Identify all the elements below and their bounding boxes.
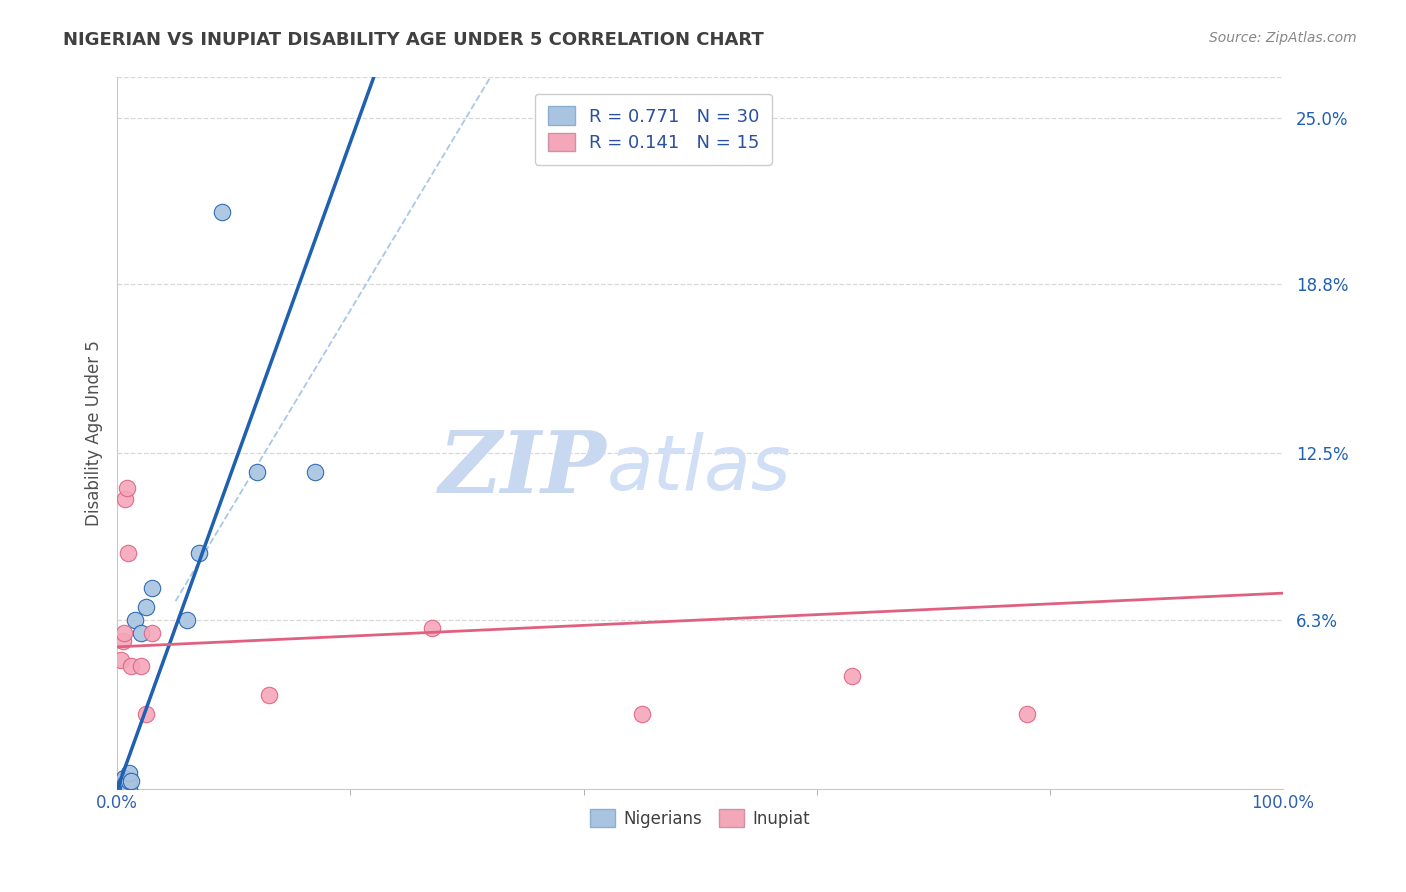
Point — [118, 782, 141, 797]
Point — [110, 782, 132, 797]
Point — [111, 634, 134, 648]
Point — [111, 782, 134, 797]
Point — [117, 777, 139, 791]
Point — [114, 492, 136, 507]
Point — [135, 599, 157, 614]
Point — [114, 777, 136, 791]
Point — [135, 706, 157, 721]
Point — [304, 465, 326, 479]
Point — [115, 782, 138, 797]
Text: ZIP: ZIP — [439, 427, 607, 510]
Point — [129, 626, 152, 640]
Point — [111, 782, 134, 797]
Point — [111, 782, 134, 797]
Point — [841, 669, 863, 683]
Point — [176, 613, 198, 627]
Text: NIGERIAN VS INUPIAT DISABILITY AGE UNDER 5 CORRELATION CHART: NIGERIAN VS INUPIAT DISABILITY AGE UNDER… — [63, 31, 763, 49]
Point — [129, 658, 152, 673]
Point — [110, 782, 132, 797]
Point — [114, 782, 136, 797]
Point — [108, 782, 131, 797]
Legend: Nigerians, Inupiat: Nigerians, Inupiat — [583, 803, 817, 834]
Point — [112, 782, 135, 797]
Point — [111, 777, 134, 791]
Text: Source: ZipAtlas.com: Source: ZipAtlas.com — [1209, 31, 1357, 45]
Y-axis label: Disability Age Under 5: Disability Age Under 5 — [86, 341, 103, 526]
Point — [111, 774, 134, 789]
Point — [117, 782, 139, 797]
Point — [420, 621, 443, 635]
Point — [124, 613, 146, 627]
Point — [120, 658, 142, 673]
Point — [187, 546, 209, 560]
Text: atlas: atlas — [607, 432, 792, 506]
Point — [120, 774, 142, 789]
Point — [211, 204, 233, 219]
Point — [630, 706, 652, 721]
Point — [1015, 706, 1038, 721]
Point — [110, 653, 132, 667]
Point — [141, 581, 163, 595]
Point — [115, 774, 138, 789]
Point — [112, 777, 135, 791]
Point — [112, 772, 135, 786]
Point — [115, 482, 138, 496]
Point — [112, 626, 135, 640]
Point — [118, 766, 141, 780]
Point — [257, 688, 280, 702]
Point — [246, 465, 269, 479]
Point — [118, 774, 141, 789]
Point — [141, 626, 163, 640]
Point — [117, 546, 139, 560]
